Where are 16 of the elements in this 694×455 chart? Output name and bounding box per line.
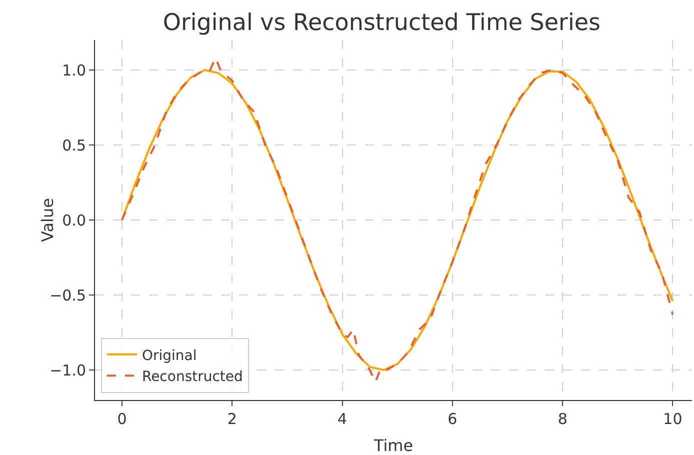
y-tick-label: 1.0	[62, 61, 86, 80]
x-axis-title: Time	[372, 436, 414, 455]
y-tick-label: −0.5	[50, 286, 86, 304]
x-tick-label: 10	[663, 410, 682, 428]
legend-label: Reconstructed	[142, 369, 243, 386]
legend-label: Original	[142, 348, 197, 364]
y-tick-label: 0.5	[62, 136, 86, 154]
chart-title: Original vs Reconstructed Time Series	[162, 10, 601, 36]
x-tick-label: 0	[117, 410, 127, 428]
x-tick-label: 8	[558, 410, 568, 428]
x-tick-label: 6	[448, 410, 458, 428]
y-axis-title: Value	[38, 198, 57, 242]
y-tick-label: 0.0	[62, 211, 86, 230]
x-tick-label: 2	[227, 410, 237, 428]
x-tick-label: 4	[338, 410, 348, 428]
y-tick-label: −1.0	[50, 361, 86, 380]
